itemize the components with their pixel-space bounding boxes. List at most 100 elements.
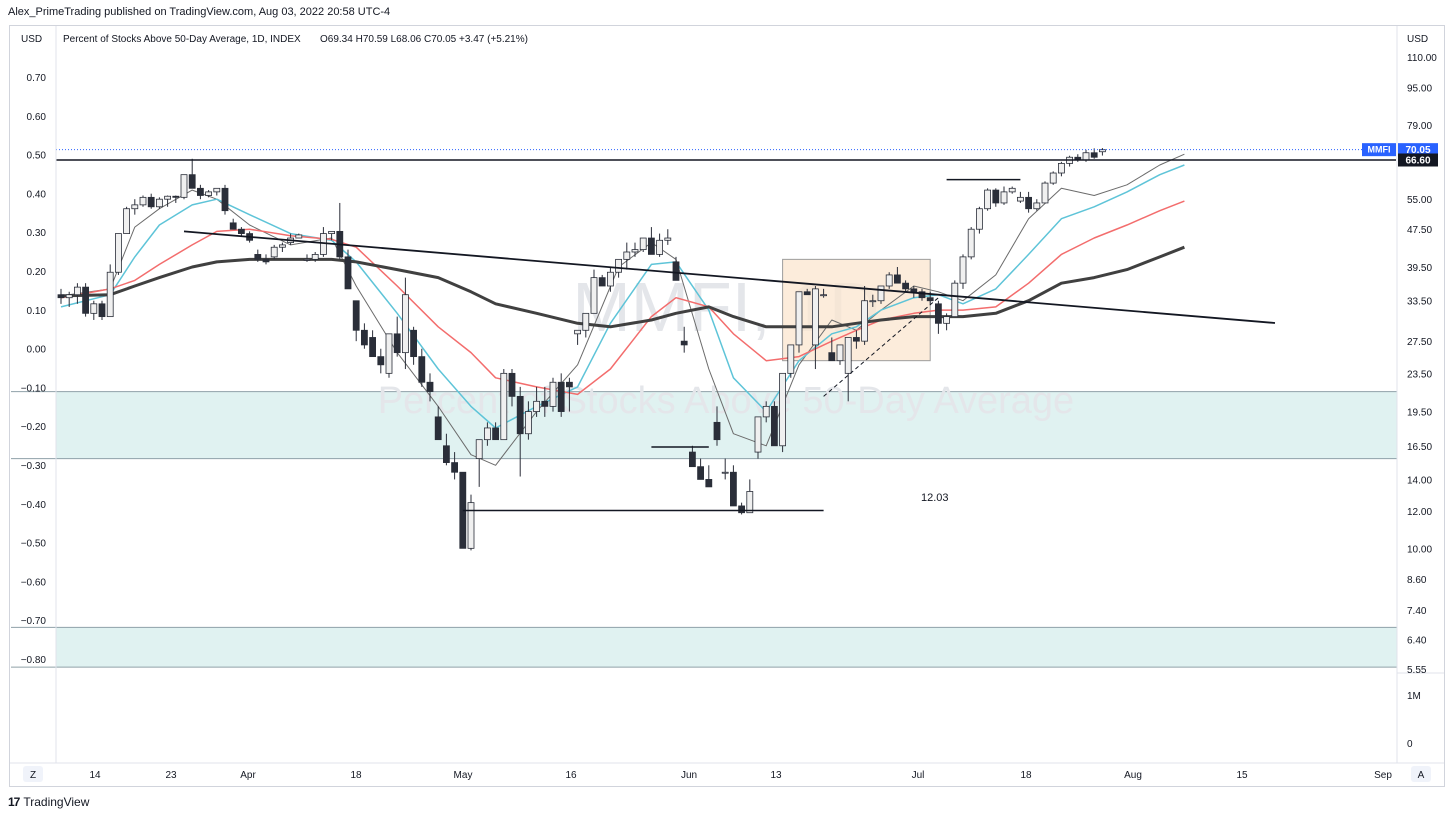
candle-body bbox=[623, 251, 631, 260]
candle-body bbox=[566, 381, 573, 388]
time-tick-label[interactable]: 18 bbox=[1020, 770, 1032, 781]
candle-body bbox=[172, 195, 180, 198]
time-tick-label[interactable]: 16 bbox=[565, 770, 577, 781]
time-tick-label[interactable]: 15 bbox=[1236, 770, 1248, 781]
candle-body bbox=[1049, 172, 1057, 184]
right-tick-label[interactable]: 6.40 bbox=[1407, 636, 1427, 647]
right-tick-label[interactable]: 95.00 bbox=[1407, 83, 1432, 94]
right-tick-label[interactable]: 110.00 bbox=[1407, 53, 1437, 64]
right-tick-label[interactable]: 55.00 bbox=[1407, 195, 1432, 206]
candle-body bbox=[951, 282, 959, 318]
shaded-zones bbox=[11, 391, 1397, 668]
right-axis-label: USD bbox=[1407, 34, 1428, 45]
ma-line bbox=[60, 245, 1185, 329]
svg-text:70.05: 70.05 bbox=[1405, 145, 1430, 156]
candle-body bbox=[221, 187, 229, 212]
footer: 17 TradingView bbox=[8, 795, 89, 809]
chart-frame[interactable]: MMFI, 1D Percent of Stocks Above 50-Day … bbox=[9, 25, 1446, 788]
candle-body bbox=[139, 196, 147, 206]
candle-body bbox=[237, 228, 245, 234]
right-tick-label[interactable]: 33.50 bbox=[1407, 297, 1432, 308]
candle-body bbox=[984, 189, 991, 210]
right-tick-label[interactable]: 39.50 bbox=[1407, 263, 1432, 274]
left-tick-label: 0.10 bbox=[27, 306, 47, 317]
time-tick-label[interactable]: 13 bbox=[770, 770, 782, 781]
candle-body bbox=[500, 372, 508, 441]
left-tick-label: 0.40 bbox=[27, 189, 47, 200]
time-tick-label[interactable]: 18 bbox=[350, 770, 362, 781]
candle-body bbox=[721, 471, 729, 474]
support-zone[interactable] bbox=[56, 627, 1397, 668]
time-tick-label[interactable]: 23 bbox=[165, 770, 177, 781]
left-tick-label: 0.20 bbox=[27, 267, 47, 278]
volume-tick-1m: 1M bbox=[1407, 691, 1421, 702]
right-tick-label[interactable]: 10.00 bbox=[1407, 544, 1432, 555]
time-tick-label[interactable]: Jun bbox=[681, 770, 697, 781]
svg-text:MMFI: MMFI bbox=[1368, 145, 1391, 155]
candle-body bbox=[738, 505, 745, 514]
resistance-trendline[interactable] bbox=[183, 230, 1276, 324]
time-tick-label[interactable]: May bbox=[454, 770, 473, 781]
candle-body bbox=[861, 300, 868, 342]
candle-body bbox=[926, 297, 934, 302]
support-zone[interactable] bbox=[56, 391, 1397, 459]
candle-body bbox=[844, 337, 852, 374]
left-tick-label: −0.60 bbox=[21, 577, 47, 588]
right-tick-label[interactable]: 14.00 bbox=[1407, 475, 1432, 486]
time-tick-label[interactable]: Sep bbox=[1374, 770, 1392, 781]
candle-body bbox=[106, 271, 114, 318]
candle-body bbox=[697, 466, 704, 480]
time-tick-label[interactable]: Aug bbox=[1124, 770, 1142, 781]
volume-tick-0: 0 bbox=[1407, 739, 1413, 750]
right-tick-label[interactable]: 7.40 bbox=[1407, 606, 1427, 617]
publish-info: Alex_PrimeTrading published on TradingVi… bbox=[8, 6, 391, 18]
left-tick-label: −0.80 bbox=[21, 655, 47, 666]
right-tick-label[interactable]: 5.55 bbox=[1407, 665, 1427, 676]
support-trendline[interactable] bbox=[823, 297, 939, 397]
candle-body bbox=[164, 195, 172, 200]
candle-body bbox=[762, 405, 770, 418]
drawings[interactable] bbox=[183, 178, 1276, 512]
time-tick-label[interactable]: Apr bbox=[240, 770, 256, 781]
right-tick-label[interactable]: 12.00 bbox=[1407, 507, 1432, 518]
candle-body bbox=[418, 356, 426, 383]
candle-body bbox=[590, 277, 598, 314]
candle-body bbox=[492, 427, 500, 441]
right-tick-label[interactable]: 27.50 bbox=[1407, 337, 1432, 348]
zoom-button[interactable]: Z bbox=[23, 766, 43, 782]
right-tick-label[interactable]: 47.50 bbox=[1407, 225, 1432, 236]
candle-body bbox=[894, 274, 901, 284]
right-tick-label[interactable]: 23.50 bbox=[1407, 369, 1432, 380]
left-tick-label: 0.50 bbox=[27, 151, 47, 162]
candle-body bbox=[516, 395, 524, 435]
time-axis-ticks[interactable]: 14 23 Apr 18 May 16 Jun 13 Jul 18 Aug 15 Sep bbox=[89, 770, 1392, 781]
candle-body bbox=[180, 174, 188, 198]
candle-body bbox=[1090, 152, 1098, 158]
time-tick-label[interactable]: 14 bbox=[89, 770, 101, 781]
candle-body bbox=[1025, 196, 1032, 210]
candle-body bbox=[65, 294, 73, 299]
chart-canvas[interactable]: MMFI, 1D Percent of Stocks Above 50-Day … bbox=[10, 26, 1446, 788]
left-tick-label: −0.30 bbox=[21, 461, 47, 472]
brand-name[interactable]: TradingView bbox=[23, 795, 90, 809]
candle-body bbox=[115, 233, 122, 273]
candle-body bbox=[82, 286, 89, 314]
right-tick-label[interactable]: 16.50 bbox=[1407, 442, 1432, 453]
candle-body bbox=[451, 462, 459, 473]
candle-body bbox=[278, 244, 286, 248]
candle-body bbox=[344, 256, 352, 290]
candle-body bbox=[1041, 182, 1049, 204]
auto-scale-button[interactable]: A bbox=[1411, 766, 1431, 782]
candle-body bbox=[303, 258, 311, 261]
right-tick-label[interactable]: 8.60 bbox=[1407, 575, 1427, 586]
right-tick-label[interactable]: 19.50 bbox=[1407, 408, 1432, 419]
time-tick-label[interactable]: Jul bbox=[912, 770, 925, 781]
candle-body bbox=[410, 329, 418, 358]
candle-body bbox=[205, 191, 213, 196]
right-tick-label[interactable]: 79.00 bbox=[1407, 121, 1432, 132]
candle-body bbox=[943, 316, 950, 324]
candle-body bbox=[393, 333, 401, 354]
candle-body bbox=[213, 187, 221, 193]
candle-body bbox=[598, 277, 606, 287]
right-axis-ticks[interactable]: 110.00 95.00 79.00 55.00 47.50 39.50 33.50 27.5… bbox=[1407, 53, 1437, 676]
